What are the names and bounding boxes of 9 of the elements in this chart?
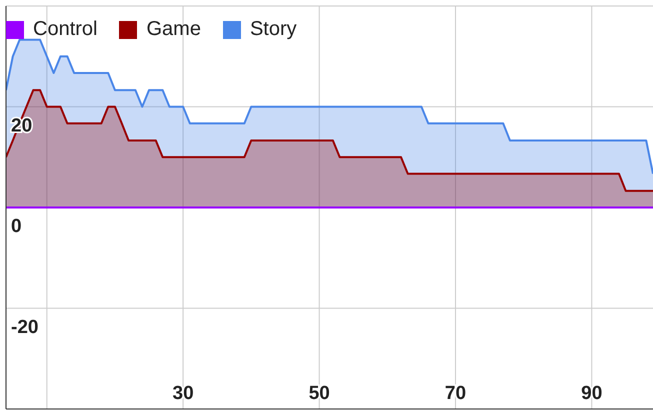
legend-label: Game	[146, 18, 201, 41]
x-tick-label: 90	[581, 383, 602, 404]
y-tick-label: -20	[11, 316, 38, 338]
legend-label: Control	[33, 18, 98, 41]
x-tick-label: 50	[308, 383, 330, 404]
y-tick-label: 0	[11, 216, 22, 238]
x-tick-label: 30	[172, 383, 194, 404]
legend-label: Story	[250, 18, 297, 41]
x-tick-label: 70	[444, 383, 466, 404]
